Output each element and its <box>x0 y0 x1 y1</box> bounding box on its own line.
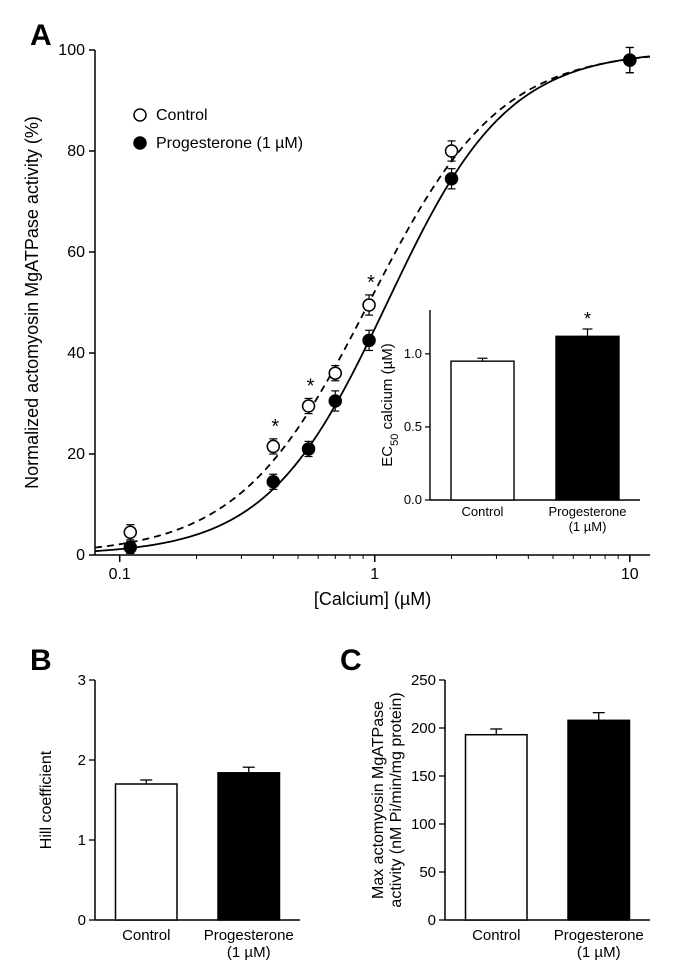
inset-cat: Progesterone <box>548 504 626 519</box>
legend-label: Progesterone (1 µM) <box>156 135 303 152</box>
legend-marker <box>134 109 146 121</box>
figure-svg: A0204060801000.1110[Calcium] (µM)Normali… <box>0 0 690 979</box>
xtick-label: 0.1 <box>109 566 131 583</box>
panel-a-ylabel: Normalized actomyosin MgATPase activity … <box>22 116 42 489</box>
data-point <box>446 145 458 157</box>
inset-cat: (1 µM) <box>569 519 607 534</box>
data-point <box>303 400 315 412</box>
ylabel: Max actomyosin MgATPase <box>370 701 387 899</box>
inset-bar <box>556 336 619 500</box>
data-point <box>267 476 279 488</box>
ytick: 0 <box>78 912 86 929</box>
data-point <box>329 367 341 379</box>
ytick: 0 <box>428 912 436 929</box>
ylabel: Hill coefficient <box>38 750 55 849</box>
data-point <box>124 541 136 553</box>
ytick: 150 <box>411 768 436 785</box>
cat-label: (1 µM) <box>577 944 621 961</box>
panel-a-xlabel: [Calcium] (µM) <box>314 589 431 609</box>
ytick-label: 60 <box>67 244 85 261</box>
bar <box>568 720 630 920</box>
legend-label: Control <box>156 107 208 124</box>
ytick-label: 100 <box>58 42 85 59</box>
inset-ytick: 0.0 <box>404 492 422 507</box>
legend-marker <box>134 137 146 149</box>
inset-ylabel: EC50 calcium (µM) <box>379 343 401 466</box>
inset-sig: * <box>584 309 591 329</box>
ytick: 100 <box>411 816 436 833</box>
cat-label: Control <box>472 927 520 944</box>
ytick: 200 <box>411 720 436 737</box>
data-point <box>267 440 279 452</box>
inset-ytick: 0.5 <box>404 419 422 434</box>
xtick-label: 1 <box>370 566 379 583</box>
cat-label: Progesterone <box>554 927 644 944</box>
ytick-label: 20 <box>67 446 85 463</box>
ytick: 1 <box>78 832 86 849</box>
figure: A0204060801000.1110[Calcium] (µM)Normali… <box>0 0 690 979</box>
data-point <box>363 334 375 346</box>
bar <box>116 784 178 920</box>
data-point <box>624 54 636 66</box>
data-point <box>363 299 375 311</box>
ylabel: activity (nM Pi/min/mg protein) <box>388 692 405 907</box>
panel-label: B <box>30 644 52 677</box>
data-point <box>446 173 458 185</box>
xtick-label: 10 <box>621 566 639 583</box>
cat-label: (1 µM) <box>227 944 271 961</box>
ytick-label: 40 <box>67 345 85 362</box>
inset-cat: Control <box>462 504 504 519</box>
data-point <box>329 395 341 407</box>
bar <box>218 773 280 920</box>
significance-marker: * <box>307 375 315 397</box>
ytick: 50 <box>419 864 436 881</box>
ytick: 250 <box>411 672 436 689</box>
data-point <box>124 526 136 538</box>
panel-label: C <box>340 644 362 677</box>
ytick-label: 0 <box>76 547 85 564</box>
cat-label: Control <box>122 927 170 944</box>
inset-ytick: 1.0 <box>404 346 422 361</box>
significance-marker: * <box>367 272 375 294</box>
cat-label: Progesterone <box>204 927 294 944</box>
data-point <box>303 443 315 455</box>
ytick-label: 80 <box>67 143 85 160</box>
inset-bar <box>451 361 514 500</box>
panel-a-label: A <box>30 19 52 52</box>
bar <box>466 735 528 920</box>
significance-marker: * <box>271 416 279 438</box>
ytick: 2 <box>78 752 86 769</box>
ytick: 3 <box>78 672 86 689</box>
